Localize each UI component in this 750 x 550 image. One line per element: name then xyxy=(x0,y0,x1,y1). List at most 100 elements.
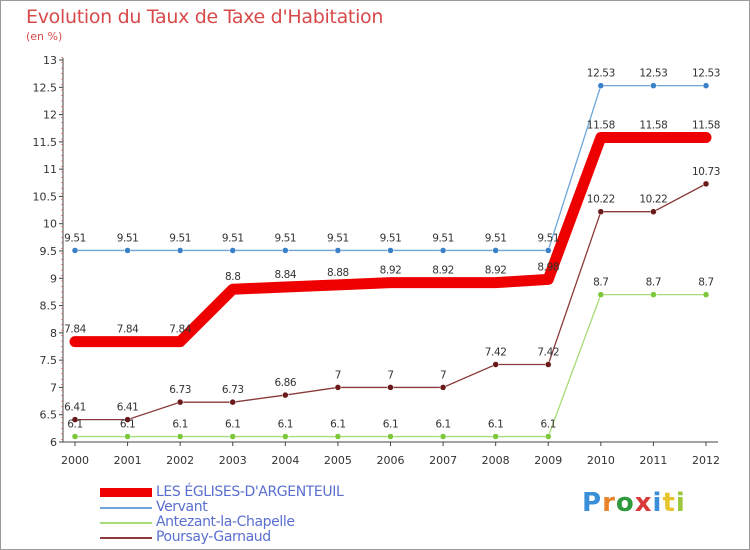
data-label: 9.51 xyxy=(432,232,454,244)
x-tick-label: 2004 xyxy=(271,454,299,467)
data-label: 9.51 xyxy=(117,232,139,244)
data-label: 12.53 xyxy=(639,68,667,80)
data-label: 6.41 xyxy=(64,402,86,414)
data-point xyxy=(492,361,499,368)
data-label: 8.7 xyxy=(698,277,714,289)
logo-letter: t xyxy=(662,488,676,518)
data-label: 7.42 xyxy=(537,347,559,359)
data-point xyxy=(702,82,710,89)
data-point xyxy=(387,384,394,391)
logo-letter: r xyxy=(602,488,616,518)
data-label: 9.51 xyxy=(537,232,559,244)
y-tick-label: 7 xyxy=(50,381,57,394)
x-tick-label: 2011 xyxy=(639,454,667,467)
legend-label: Poursay-Garnaud xyxy=(156,529,271,545)
x-tick-label: 2009 xyxy=(534,454,562,467)
data-label: 8.92 xyxy=(432,265,454,277)
data-point xyxy=(650,82,657,89)
data-label: 9.51 xyxy=(327,232,349,244)
data-label: 6.1 xyxy=(120,419,136,431)
data-label: 7.84 xyxy=(169,324,191,336)
data-label: 7.84 xyxy=(117,324,139,336)
chart-axes: 6 6.5 7 7.5 8 8.5 9 9.5 10 10.5 11 11.5 12 12.5 13 2000… xyxy=(33,54,721,467)
chart-series xyxy=(69,82,712,440)
chart-unit-label: (en %) xyxy=(26,30,63,43)
data-point xyxy=(176,433,184,440)
series-line xyxy=(75,84,706,252)
data-point xyxy=(229,398,236,406)
logo-letter: x xyxy=(634,488,653,518)
data-label: 11.58 xyxy=(639,119,667,131)
chart-title: Evolution du Taux de Taxe d'Habitation xyxy=(26,6,384,28)
data-label: 6.1 xyxy=(330,419,346,431)
data-label: 10.22 xyxy=(639,194,667,206)
data-label: 10.73 xyxy=(692,166,720,178)
data-point xyxy=(176,398,184,406)
data-point xyxy=(439,384,447,391)
y-tick-label: 12 xyxy=(43,109,57,122)
data-label: 6.41 xyxy=(117,402,139,414)
data-point xyxy=(282,391,289,399)
legend-swatch xyxy=(100,537,152,539)
data-point xyxy=(334,433,342,440)
data-point xyxy=(124,416,131,423)
data-label: 6.1 xyxy=(435,419,451,431)
data-point xyxy=(597,208,605,215)
x-tick-label: 2012 xyxy=(692,454,720,467)
data-label: 7 xyxy=(335,369,341,381)
data-point xyxy=(545,247,552,254)
data-label: 11.58 xyxy=(692,119,720,131)
data-point xyxy=(597,82,605,89)
data-point xyxy=(176,247,184,254)
legend-label: Vervant xyxy=(156,499,208,515)
logo-letter: i xyxy=(652,488,663,518)
x-tick-label: 2005 xyxy=(324,454,352,467)
series-vervant xyxy=(71,82,710,254)
data-point xyxy=(334,247,342,254)
data-label: 6.73 xyxy=(169,384,191,396)
data-point xyxy=(71,416,79,423)
y-tick-label: 6 xyxy=(50,436,57,449)
x-tick-label: 2010 xyxy=(587,454,615,467)
y-tick-label: 12.5 xyxy=(33,81,58,94)
proxiti-logo: Proxiti xyxy=(582,488,686,518)
data-point xyxy=(71,433,79,440)
data-label: 9.51 xyxy=(222,232,244,244)
data-point xyxy=(334,384,342,391)
x-tick-label: 2007 xyxy=(429,454,457,467)
y-tick-label: 10.5 xyxy=(33,190,58,203)
legend-swatch xyxy=(100,488,152,497)
data-point xyxy=(282,247,289,254)
data-label: 9.51 xyxy=(169,232,191,244)
data-label: 6.1 xyxy=(225,419,241,431)
data-label: 7.42 xyxy=(485,347,507,359)
data-label: 6.1 xyxy=(488,419,504,431)
series-poursay-garnaud xyxy=(71,180,710,423)
series-les-eglises-d-argenteuil xyxy=(69,131,712,348)
data-point xyxy=(702,291,710,298)
data-label: 6.86 xyxy=(274,377,296,389)
data-label: 6.73 xyxy=(222,384,244,396)
y-tick-label: 10 xyxy=(43,218,57,231)
x-tick-label: 2003 xyxy=(219,454,247,467)
data-label: 6.1 xyxy=(172,419,188,431)
data-label: 9.51 xyxy=(64,232,86,244)
data-point xyxy=(439,433,447,440)
y-tick-label: 11.5 xyxy=(33,136,58,149)
data-point xyxy=(387,433,394,440)
data-point xyxy=(282,433,289,440)
data-label: 6.1 xyxy=(541,419,557,431)
data-label: 6.1 xyxy=(383,419,399,431)
legend-swatch xyxy=(100,522,152,524)
series-antezant-la-chapelle xyxy=(71,291,710,440)
y-tick-label: 6.5 xyxy=(40,409,58,422)
y-tick-label: 9.5 xyxy=(40,245,58,258)
x-tick-label: 2006 xyxy=(377,454,405,467)
y-tick-label: 7.5 xyxy=(40,354,58,367)
data-point xyxy=(439,247,447,254)
data-label: 7 xyxy=(440,369,446,381)
data-label: 8.7 xyxy=(593,277,609,289)
data-point xyxy=(597,291,605,298)
legend-swatch xyxy=(100,507,152,509)
